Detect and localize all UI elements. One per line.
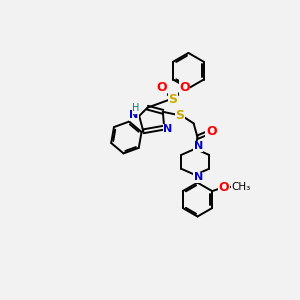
Text: H: H xyxy=(132,103,140,113)
Text: O: O xyxy=(156,81,167,94)
Text: S: S xyxy=(169,93,178,106)
Text: S: S xyxy=(175,109,184,122)
Text: O: O xyxy=(206,125,217,138)
Text: O: O xyxy=(179,81,190,94)
Text: CH₃: CH₃ xyxy=(232,182,251,192)
Text: N: N xyxy=(129,110,138,120)
Text: N: N xyxy=(194,172,203,182)
Text: N: N xyxy=(194,141,203,152)
Text: O: O xyxy=(218,181,229,194)
Text: N: N xyxy=(164,124,173,134)
